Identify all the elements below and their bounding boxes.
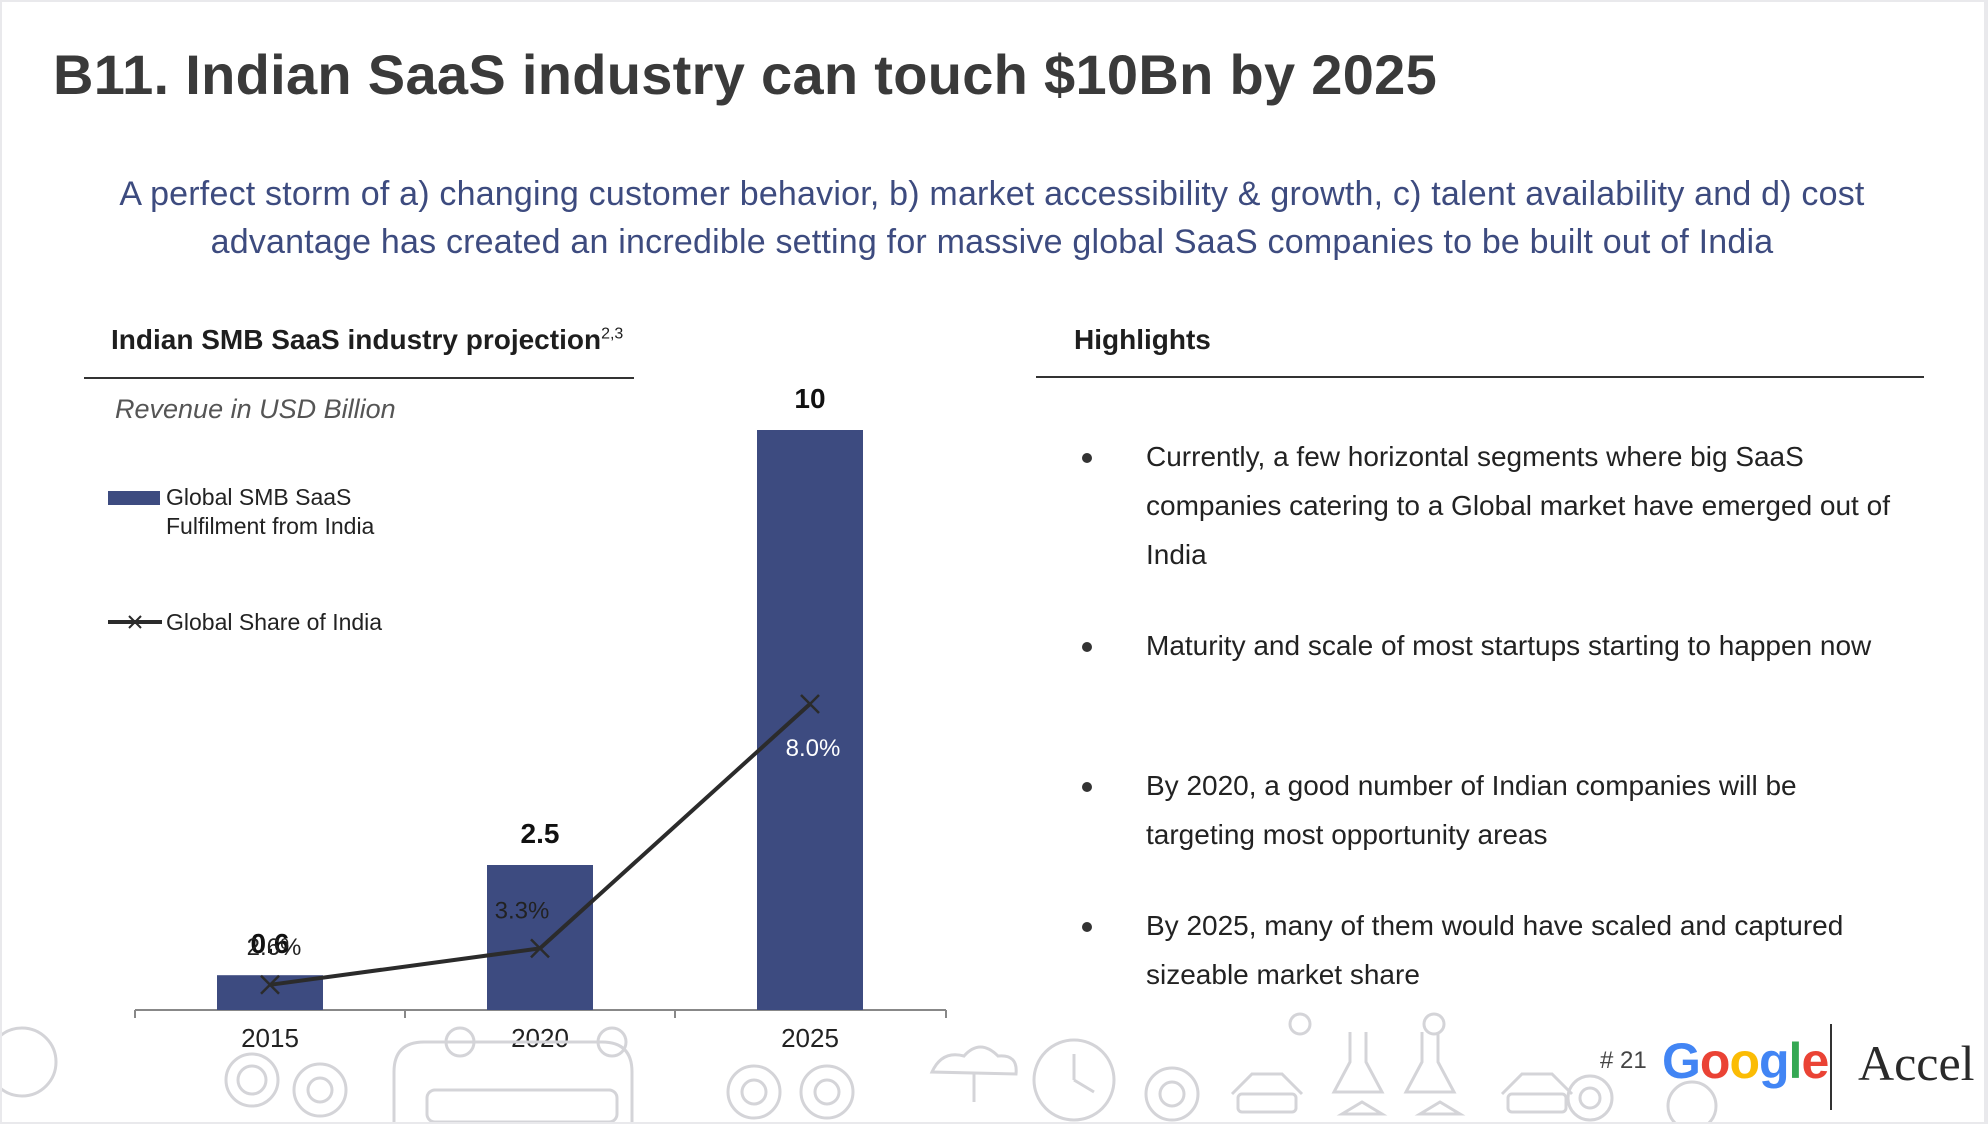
bar (487, 865, 593, 1010)
highlights-title: Highlights (1074, 324, 1211, 355)
google-letter: o (1699, 1033, 1731, 1089)
share-point-marker (260, 974, 280, 995)
highlight-item-4: By 2025, many of them would have scaled … (1146, 910, 1844, 990)
google-letter: o (1729, 1033, 1760, 1089)
bullet-dot-1 (1082, 453, 1092, 463)
x-tick-label: 2020 (511, 1023, 569, 1053)
bar-line-chart: 0.6 2015 2.5 2020 10 2025 2.6% 3.3% 8.0% (134, 383, 947, 1053)
subtitle: A perfect storm of a) changing customer … (119, 175, 1865, 261)
chart-title: Indian SMB SaaS industry projection2,3 (111, 324, 623, 356)
bullet-dot-2 (1082, 642, 1092, 652)
share-value-label: 2.6% (247, 934, 302, 961)
google-letter: l (1788, 1033, 1803, 1089)
unit-label: Revenue in USD Billion (115, 394, 396, 424)
x-tick-label: 2025 (781, 1023, 839, 1053)
share-value-label: 8.0% (786, 735, 841, 762)
legend-line-label: Global Share of India (166, 609, 383, 635)
page-number: # 21 (1600, 1047, 1647, 1074)
share-value-label: 3.3% (495, 897, 550, 924)
google-letter: G (1662, 1033, 1701, 1089)
legend-bar-label: Global SMB SaaS Fulfilment from India (166, 484, 375, 539)
bar (757, 430, 863, 1010)
google-letter: g (1759, 1033, 1790, 1089)
highlight-item-1: Currently, a few horizontal segments whe… (1146, 441, 1890, 570)
chart-title-text: Indian SMB SaaS industry projection (111, 324, 602, 355)
bullet-dot-3 (1082, 782, 1092, 792)
bullet-dot-4 (1082, 922, 1092, 932)
highlights-divider (1036, 376, 1924, 378)
page-title: B11. Indian SaaS industry can touch $10B… (53, 43, 1438, 106)
x-tick-label: 2015 (241, 1023, 299, 1053)
accel-logo: Accel (1858, 1035, 1975, 1091)
highlight-item-3: By 2020, a good number of Indian compani… (1146, 770, 1797, 850)
chart-title-divider (84, 377, 634, 379)
bar-value-label: 0.6 (251, 928, 290, 959)
legend-bar-swatch-icon (108, 491, 160, 505)
highlight-item-2: Maturity and scale of most startups star… (1146, 630, 1872, 661)
share-point-marker (800, 694, 820, 714)
google-letter: e (1801, 1033, 1829, 1089)
bar-value-label: 2.5 (521, 818, 560, 849)
google-logo: Google (1662, 1032, 1829, 1090)
logo-divider (1830, 1024, 1832, 1110)
bar-value-label: 10 (794, 383, 825, 414)
chart-title-footnote: 2,3 (601, 325, 624, 343)
share-point-marker (530, 938, 550, 959)
legend-line-x-icon (108, 615, 162, 629)
footer-decoration-icon (2, 1012, 1718, 1122)
